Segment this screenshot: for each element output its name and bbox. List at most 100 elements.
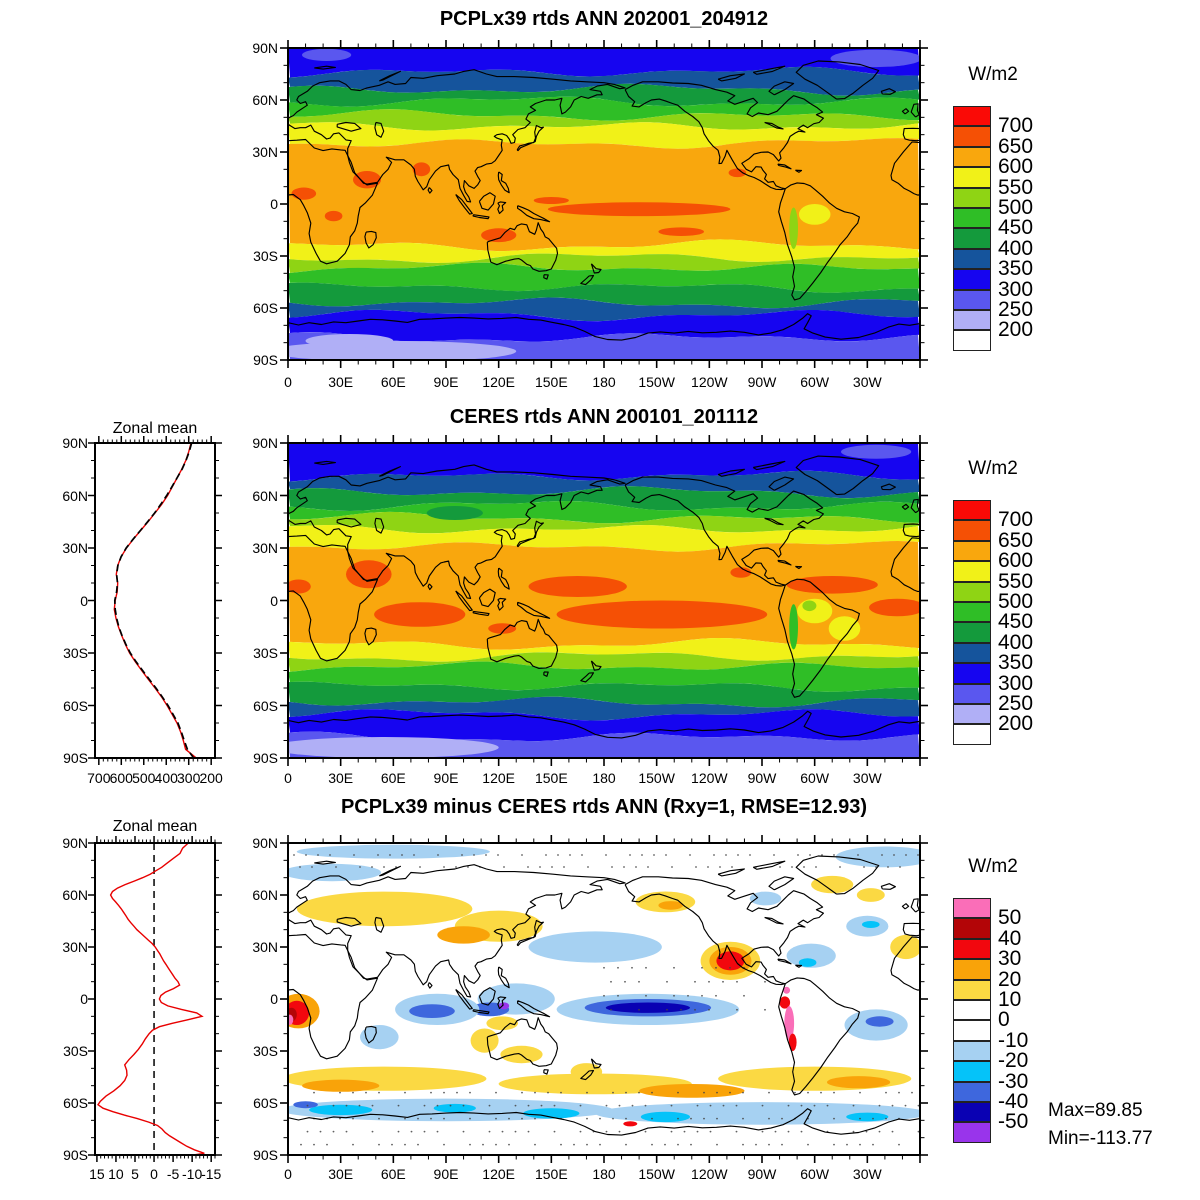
- map-lat-tick-label: 0: [270, 592, 278, 609]
- colorbar-swatch: [953, 1020, 991, 1041]
- colorbar-tick-label: 600: [998, 155, 1034, 179]
- zonal-x-tick-label: 700: [87, 770, 111, 786]
- colorbar-tick-label: 20: [998, 967, 1022, 991]
- map-lon-tick-label: 0: [284, 770, 292, 786]
- colorbar-swatch: [953, 1040, 991, 1062]
- colorbar-swatch: [953, 208, 991, 229]
- colorbar-tick-label: 0: [998, 1008, 1010, 1032]
- colorbar-tick-label: -30: [998, 1069, 1029, 1093]
- map-lat-tick-label: 30N: [252, 540, 278, 556]
- zonal-mean-plot-panel-3: [88, 836, 222, 1162]
- colorbar-tick-label: 700: [998, 508, 1034, 532]
- colorbar-swatch: [953, 520, 991, 541]
- colorbar-swatch: [953, 540, 991, 562]
- map-lat-tick-label: 0: [270, 991, 278, 1007]
- colorbar-swatch: [953, 663, 991, 684]
- colorbar-tick-label: 250: [998, 692, 1034, 715]
- colorbar-swatch: [953, 1081, 991, 1102]
- map-lat-tick-label: 60N: [252, 887, 278, 903]
- map-lat-tick-label: 60S: [253, 300, 278, 316]
- map-lon-tick-label: 120E: [482, 1166, 515, 1182]
- colorbar-tick-label: 200: [998, 318, 1034, 342]
- colorbar-tick-label: 300: [998, 277, 1034, 301]
- colorbar-tick-label: 500: [998, 196, 1034, 219]
- zonal-lat-tick-label: 90S: [63, 1147, 88, 1163]
- colorbar-swatch: [953, 1061, 991, 1082]
- map-lat-tick-label: 30N: [252, 939, 278, 955]
- map-lon-tick-label: 120W: [691, 1166, 728, 1182]
- zonal-x-tick-label: 400: [154, 770, 178, 786]
- map-lon-tick-label: 0: [284, 374, 292, 390]
- map-lon-tick-label: 180: [592, 770, 616, 786]
- map-lon-tick-label: 60W: [800, 374, 830, 390]
- map-lat-tick-label: 60S: [253, 1095, 278, 1111]
- zonal-lat-tick-label: 0: [80, 991, 88, 1007]
- zonal-x-tick-label: 10: [108, 1166, 124, 1182]
- colorbar-swatch: [953, 106, 991, 127]
- zonal-x-tick-label: -10: [182, 1166, 203, 1182]
- colorbar-swatch: [953, 269, 991, 290]
- map-lon-tick-label: 30W: [852, 1166, 882, 1182]
- colorbar-tick-label: 350: [998, 257, 1034, 281]
- zonal-lat-tick-label: 30S: [63, 645, 88, 661]
- zonal-x-tick-label: 15: [89, 1166, 105, 1182]
- map-lon-tick-label: 0: [284, 1166, 292, 1182]
- map-lon-tick-label: 150E: [534, 374, 568, 390]
- map-lon-tick-label: 120W: [691, 770, 728, 786]
- map-lon-tick-label: 90E: [433, 770, 459, 786]
- map-lon-tick-label: 90E: [433, 374, 459, 390]
- colorbar-tick-label: 700: [998, 114, 1034, 138]
- zonal-lat-tick-label: 60N: [62, 487, 88, 504]
- colorbar-swatch: [953, 310, 991, 331]
- colorbar-tick-label: 650: [998, 528, 1034, 552]
- map-lon-tick-label: 90W: [747, 374, 777, 390]
- map-lon-tick-label: 30W: [852, 374, 882, 390]
- colorbar-swatch: [953, 979, 991, 1000]
- map-lon-tick-label: 150E: [534, 1166, 568, 1182]
- map-lat-tick-label: 90N: [252, 40, 278, 56]
- map-lat-tick-label: 90S: [253, 1147, 278, 1163]
- colorbar-swatch: [953, 561, 991, 582]
- map-lon-tick-label: 60E: [380, 1166, 406, 1182]
- colorbar-tick-label: 550: [998, 569, 1034, 593]
- map-lon-tick-label: 30E: [328, 770, 354, 786]
- map-lat-tick-label: 90S: [253, 352, 278, 368]
- map-lat-tick-label: 0: [270, 196, 278, 212]
- map-lon-tick-label: 150W: [638, 1166, 675, 1182]
- colorbar-swatch: [953, 500, 991, 521]
- zonal-x-tick-label: -15: [201, 1166, 222, 1182]
- map-lon-tick-label: 60W: [800, 770, 830, 786]
- colorbar-swatch: [953, 581, 991, 602]
- zonal-x-tick-label: 500: [132, 770, 156, 786]
- map-lon-tick-label: 180: [592, 374, 616, 390]
- colorbar-tick-label: 30: [998, 947, 1022, 971]
- colorbar-tick-label: 200: [998, 712, 1034, 736]
- map-lat-tick-label: 30S: [253, 645, 278, 661]
- map-lon-tick-label: 60W: [800, 1166, 830, 1182]
- map-lat-tick-label: 90S: [253, 750, 278, 766]
- colorbar-swatch: [953, 602, 991, 623]
- colorbar-tick-label: 400: [998, 236, 1034, 260]
- zonal-lat-tick-label: 30S: [63, 1043, 88, 1059]
- colorbar-swatch: [953, 187, 991, 208]
- map-lat-tick-label: 60N: [252, 92, 278, 108]
- colorbar-tick-label: 400: [998, 630, 1034, 654]
- colorbar-swatch: [953, 724, 991, 745]
- zonal-lat-tick-label: 90N: [62, 835, 88, 851]
- map-lon-tick-label: 150E: [534, 770, 568, 786]
- map-lat-tick-label: 90N: [252, 835, 278, 851]
- colorbar-tick-label: 40: [998, 926, 1022, 950]
- map-lon-tick-label: 30E: [328, 1166, 354, 1182]
- colorbar-swatch: [953, 959, 991, 980]
- map-lon-tick-label: 120E: [482, 770, 515, 786]
- zonal-mean-title-middle: Zonal mean: [112, 420, 198, 437]
- map-lon-tick-label: 150W: [638, 374, 675, 390]
- panel3-title: PCPLx39 minus CERES rtds ANN (Rxy=1, RMS…: [340, 796, 868, 818]
- zonal-mean-plot-panel-2: [88, 436, 222, 765]
- zonal-lat-tick-label: 60S: [63, 697, 88, 714]
- colorbar-swatch: [953, 1102, 991, 1123]
- colorbar-tick-label: 500: [998, 590, 1034, 613]
- map-lon-tick-label: 60E: [380, 374, 406, 390]
- map-panel-1: [280, 40, 928, 368]
